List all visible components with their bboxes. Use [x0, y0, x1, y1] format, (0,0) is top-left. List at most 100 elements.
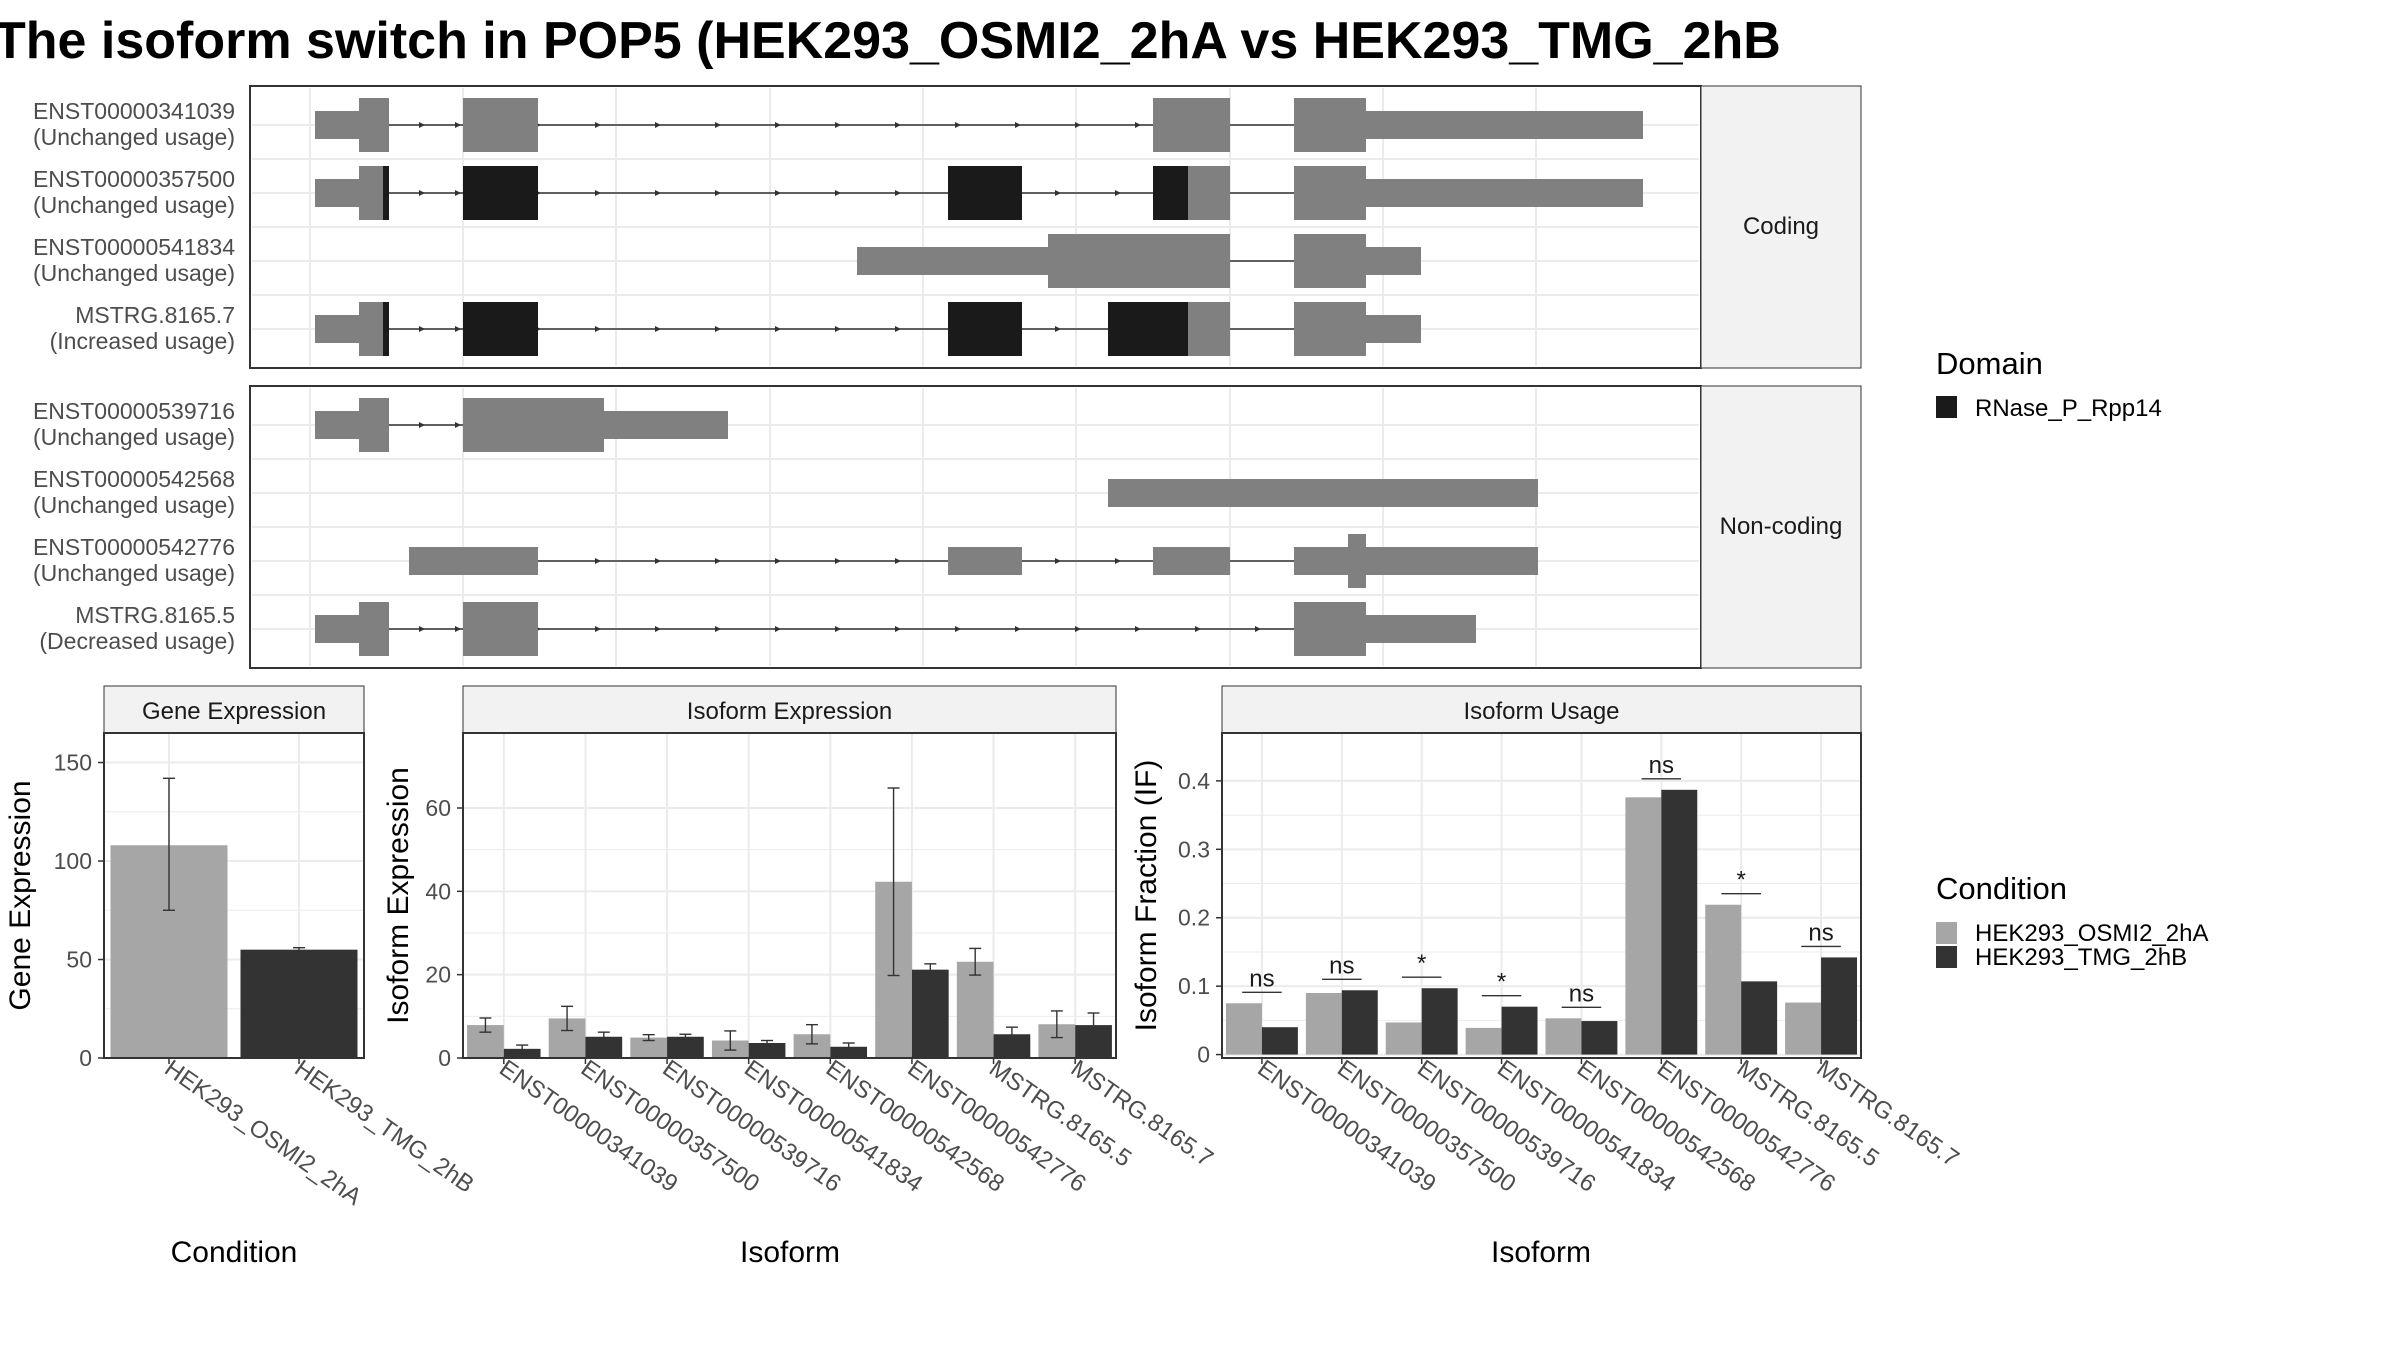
- intron-arrow: [775, 326, 781, 332]
- utr-exon: [1366, 315, 1421, 343]
- utr-exon: [315, 179, 359, 207]
- intron-arrow: [1195, 626, 1201, 632]
- intron-arrow: [715, 122, 721, 128]
- intron-arrow: [1255, 626, 1261, 632]
- intron-arrow: [419, 122, 425, 128]
- legend-condition-label-b: HEK293_TMG_2hB: [1975, 944, 2187, 971]
- coding-exon: [1294, 98, 1366, 152]
- bar: [1661, 789, 1698, 1055]
- structure-rows-noncoding: ENST00000539716(Unchanged usage)ENST0000…: [33, 388, 1699, 666]
- intron-arrow: [655, 122, 661, 128]
- domain-block: [1108, 302, 1188, 356]
- structure-strip-coding-label: Coding: [1743, 213, 1819, 240]
- utr-exon: [315, 111, 359, 139]
- chart-strip-title: Gene Expression: [142, 698, 326, 725]
- intron-arrow: [595, 122, 601, 128]
- structure-rows-coding: ENST00000341039(Unchanged usage)ENST0000…: [33, 88, 1699, 366]
- intron-arrow: [895, 558, 901, 564]
- intron-arrow: [955, 122, 961, 128]
- significance-label: ns: [1329, 952, 1354, 979]
- domain-block: [948, 166, 1022, 220]
- bar: [748, 1043, 786, 1058]
- intron-arrow: [1015, 626, 1021, 632]
- legend-condition: Condition HEK293_OSMI2_2hA HEK293_TMG_2h…: [1936, 871, 2208, 971]
- coding-exon: [1348, 534, 1366, 588]
- intron-arrow: [835, 190, 841, 196]
- chart-strip: [462, 685, 1117, 734]
- intron-arrow: [1075, 122, 1081, 128]
- significance-label: *: [1737, 867, 1746, 894]
- coding-exon: [359, 98, 389, 152]
- y-tick-label: 0.3: [1178, 836, 1210, 862]
- y-tick-label: 0: [438, 1045, 451, 1071]
- bar: [793, 1034, 831, 1058]
- coding-exon: [1294, 302, 1366, 356]
- utr-exon: [1366, 615, 1476, 643]
- utr-exon: [948, 547, 1022, 575]
- bar: [993, 1034, 1031, 1058]
- intron-arrow: [419, 326, 425, 332]
- chart-strip: [1221, 685, 1862, 734]
- y-axis-title: Isoform Expression: [382, 767, 415, 1024]
- chart-frame: [462, 732, 1117, 1059]
- intron-arrow: [895, 626, 901, 632]
- significance-label: ns: [1649, 752, 1674, 779]
- coding-exon: [1153, 98, 1230, 152]
- intron-arrow: [715, 626, 721, 632]
- intron-arrow: [419, 422, 425, 428]
- x-axis-title: Isoform: [1491, 1236, 1591, 1269]
- bar: [503, 1048, 541, 1058]
- significance-label: ns: [1569, 980, 1594, 1007]
- bar: [1421, 988, 1458, 1055]
- y-tick-label: 60: [425, 795, 451, 821]
- y-tick-label: 40: [425, 878, 451, 904]
- legend-condition-swatch-b: [1936, 946, 1957, 968]
- intron-arrow: [1055, 558, 1061, 564]
- transcript-id-label: ENST00000341039: [33, 98, 235, 124]
- intron-arrow: [715, 558, 721, 564]
- y-tick-label: 50: [66, 947, 92, 973]
- bar: [911, 969, 949, 1058]
- coding-exon: [359, 602, 389, 656]
- x-axis-title: Condition: [171, 1236, 298, 1269]
- bar: [1741, 981, 1778, 1055]
- legend-domain-label: RNase_P_Rpp14: [1975, 395, 2162, 422]
- intron-arrow: [835, 626, 841, 632]
- utr-exon: [315, 615, 359, 643]
- x-tick-label: MSTRG.8165.7: [1066, 1055, 1218, 1173]
- transcript-id-label: ENST00000542568: [33, 466, 235, 492]
- domain-block: [463, 302, 538, 356]
- intron-arrow: [595, 190, 601, 196]
- intron-arrow: [419, 626, 425, 632]
- intron-arrow: [1055, 190, 1061, 196]
- bar: [1341, 990, 1378, 1055]
- transcript-id-label: MSTRG.8165.5: [75, 602, 235, 628]
- x-tick-label: MSTRG.8165.7: [1812, 1055, 1964, 1173]
- intron-arrow: [655, 626, 661, 632]
- bar: [1785, 1002, 1822, 1055]
- chart-frame: [103, 732, 365, 1059]
- intron-arrow: [455, 422, 461, 428]
- utr-exon: [315, 315, 359, 343]
- x-axis-title: Isoform: [740, 1236, 840, 1269]
- intron-arrow: [835, 326, 841, 332]
- chart-background: [463, 733, 1116, 1058]
- bar: [1581, 1021, 1618, 1055]
- y-tick-label: 150: [54, 750, 92, 776]
- domain-block: [463, 166, 538, 220]
- legend-domain-swatch: [1936, 396, 1957, 418]
- utr-exon: [857, 247, 1048, 275]
- intron-arrow: [455, 190, 461, 196]
- intron-arrow: [895, 122, 901, 128]
- bar: [240, 949, 358, 1058]
- intron-arrow: [419, 190, 425, 196]
- y-tick-label: 0.4: [1178, 768, 1210, 794]
- transcript-id-label: MSTRG.8165.7: [75, 302, 235, 328]
- intron-arrow: [655, 558, 661, 564]
- coding-exon: [463, 98, 538, 152]
- intron-arrow: [775, 558, 781, 564]
- utr-exon: [409, 547, 538, 575]
- coding-exon: [1294, 166, 1366, 220]
- utr-exon: [1366, 111, 1643, 139]
